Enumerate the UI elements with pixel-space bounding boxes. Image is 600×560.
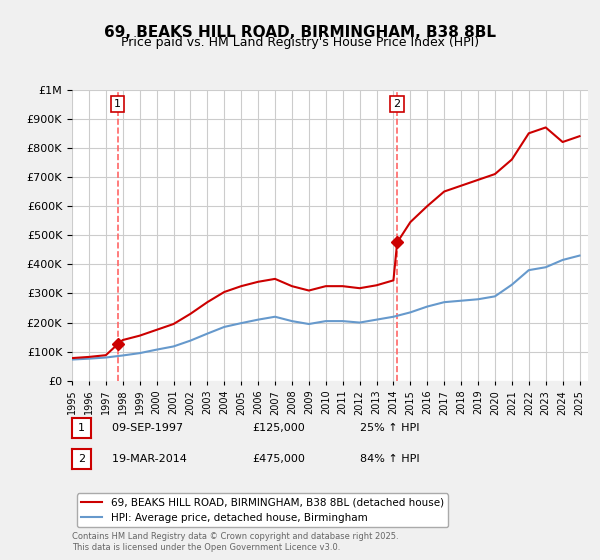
Text: 2: 2 xyxy=(394,99,401,109)
Text: 19-MAR-2014: 19-MAR-2014 xyxy=(105,454,187,464)
Text: £475,000: £475,000 xyxy=(252,454,305,464)
Text: Contains HM Land Registry data © Crown copyright and database right 2025.
This d: Contains HM Land Registry data © Crown c… xyxy=(72,532,398,552)
Text: 09-SEP-1997: 09-SEP-1997 xyxy=(105,423,183,433)
Text: 69, BEAKS HILL ROAD, BIRMINGHAM, B38 8BL: 69, BEAKS HILL ROAD, BIRMINGHAM, B38 8BL xyxy=(104,25,496,40)
Text: 1: 1 xyxy=(78,423,85,433)
Text: 1: 1 xyxy=(114,99,121,109)
Text: 25% ↑ HPI: 25% ↑ HPI xyxy=(360,423,419,433)
Legend: 69, BEAKS HILL ROAD, BIRMINGHAM, B38 8BL (detached house), HPI: Average price, d: 69, BEAKS HILL ROAD, BIRMINGHAM, B38 8BL… xyxy=(77,493,448,527)
Text: 84% ↑ HPI: 84% ↑ HPI xyxy=(360,454,419,464)
Text: £125,000: £125,000 xyxy=(252,423,305,433)
Text: 2: 2 xyxy=(78,454,85,464)
Text: Price paid vs. HM Land Registry's House Price Index (HPI): Price paid vs. HM Land Registry's House … xyxy=(121,36,479,49)
